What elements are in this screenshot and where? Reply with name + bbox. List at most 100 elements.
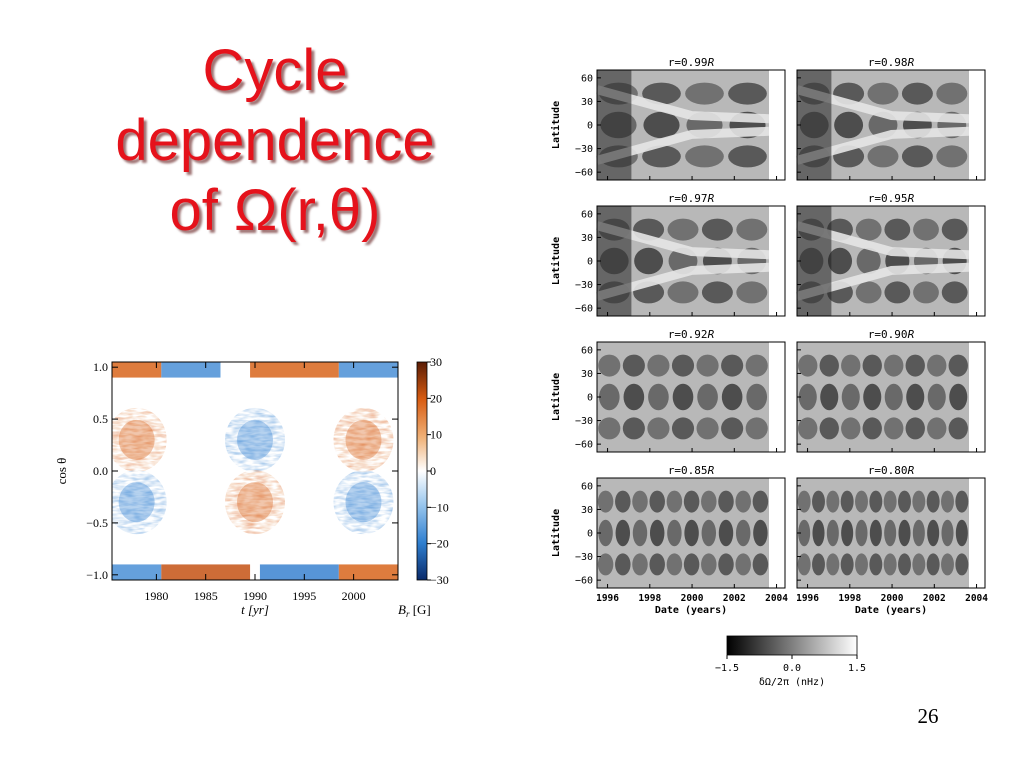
residual-band — [941, 490, 954, 513]
y-tick-label: −60 — [575, 168, 593, 179]
x-tick-label: 1985 — [194, 589, 218, 603]
y-axis: 1.0 0.5 0.0 −0.5 −1.0 — [86, 360, 398, 582]
residual-band — [667, 519, 682, 547]
residual-band — [701, 490, 717, 513]
y-tick-label: 30 — [581, 369, 593, 380]
residual-band — [913, 281, 939, 304]
panel-title: r=0.99R — [668, 56, 715, 69]
polar-band — [161, 564, 251, 580]
residual-band — [826, 553, 840, 576]
x-tick-label: 2000 — [681, 593, 704, 604]
residual-band — [913, 218, 939, 241]
y-tick-label: −1.0 — [86, 568, 108, 582]
x-tick-label: 2000 — [881, 593, 904, 604]
active-region-core — [118, 419, 155, 460]
residual-band — [649, 490, 665, 513]
x-tick-label: 1998 — [838, 593, 861, 604]
residual-band — [812, 553, 825, 576]
panel-title-value: r=0.92 — [668, 328, 708, 341]
polar-band — [250, 362, 339, 378]
early-epoch-band — [597, 70, 632, 180]
y-tick-label: 0.5 — [93, 412, 108, 426]
residual-band — [883, 490, 897, 513]
residual-band — [927, 383, 946, 411]
residual-band — [701, 281, 733, 304]
heatmap-panel: r=0.95R — [795, 192, 986, 317]
heatmap-features — [112, 362, 398, 580]
y-tick-label: 0 — [587, 529, 593, 540]
residual-band — [752, 490, 769, 513]
residual-band — [685, 82, 724, 105]
residual-band — [622, 354, 645, 377]
residual-band — [632, 490, 648, 513]
residual-band — [647, 417, 670, 440]
residual-band — [643, 111, 680, 139]
residual-band — [647, 354, 670, 377]
residual-band — [649, 553, 665, 576]
residual-band — [927, 417, 947, 440]
residual-band — [883, 553, 897, 576]
x-tick-label: 1996 — [596, 593, 619, 604]
x-tick-label: 2002 — [723, 593, 746, 604]
residual-band — [701, 519, 717, 547]
residual-band — [728, 82, 767, 105]
y-axis-label: Latitude — [550, 237, 562, 285]
y-tick-label: 0 — [587, 121, 593, 132]
colorbar-label: Br [G] — [398, 602, 431, 619]
y-tick-label: −60 — [575, 576, 593, 587]
residual-band — [597, 553, 614, 576]
y-tick-label: −60 — [575, 304, 593, 315]
residual-band — [672, 383, 694, 411]
residual-band — [666, 553, 683, 576]
residual-band — [632, 519, 648, 547]
residual-band — [684, 519, 699, 547]
residual-band — [721, 417, 744, 440]
panel-title: r=0.95R — [868, 192, 915, 205]
residual-band — [884, 218, 911, 241]
no-data-strip — [969, 70, 985, 180]
panel-title-unit: R — [708, 328, 715, 341]
polar-band — [112, 564, 162, 580]
residual-band — [697, 383, 718, 411]
residual-band — [685, 145, 724, 168]
x-tick-label: 2004 — [965, 593, 988, 604]
residual-band — [623, 383, 645, 411]
x-axis: 1980 1985 1990 1995 2000 — [144, 362, 366, 603]
residual-band — [615, 553, 631, 576]
residual-band — [745, 417, 768, 440]
heatmap-panel: r=0.98R — [795, 56, 986, 181]
y-tick-label: 0 — [587, 393, 593, 404]
panel-grid: r=0.99R 60 30 0 −30 −60 Latitude r=0.98R r=0.97R… — [550, 56, 988, 616]
residual-band — [598, 417, 621, 440]
residual-band — [683, 553, 700, 576]
panel-title: r=0.97R — [668, 192, 715, 205]
residual-band — [869, 519, 882, 547]
x-tick-label: 1998 — [638, 593, 661, 604]
colorbar-tick-label: −20 — [430, 537, 449, 551]
residual-band — [798, 519, 811, 547]
residual-band — [819, 354, 839, 377]
early-epoch-band — [797, 206, 832, 316]
residual-band — [812, 519, 825, 547]
residual-band — [840, 553, 854, 576]
residual-band — [905, 417, 925, 440]
colorbar-axis: −1.5 0.0 1.5 — [715, 655, 866, 674]
residual-band — [884, 519, 897, 547]
panel-title: r=0.90R — [868, 328, 915, 341]
residual-band — [696, 354, 719, 377]
active-region-core — [345, 419, 382, 460]
y-axis-label: cos θ — [54, 458, 69, 485]
residual-band — [622, 417, 645, 440]
residual-band — [718, 553, 734, 576]
residual-band — [898, 490, 911, 513]
panel-title: r=0.80R — [868, 464, 915, 477]
panel-title-value: r=0.85 — [668, 464, 708, 477]
active-region-core — [237, 419, 273, 460]
residual-band — [667, 218, 699, 241]
residual-band — [752, 553, 769, 576]
y-tick-label: −30 — [575, 144, 593, 155]
polar-band — [338, 362, 398, 378]
active-region-feature — [112, 407, 167, 472]
x-tick-label: 1990 — [243, 589, 267, 603]
y-tick-label: 60 — [581, 345, 593, 356]
